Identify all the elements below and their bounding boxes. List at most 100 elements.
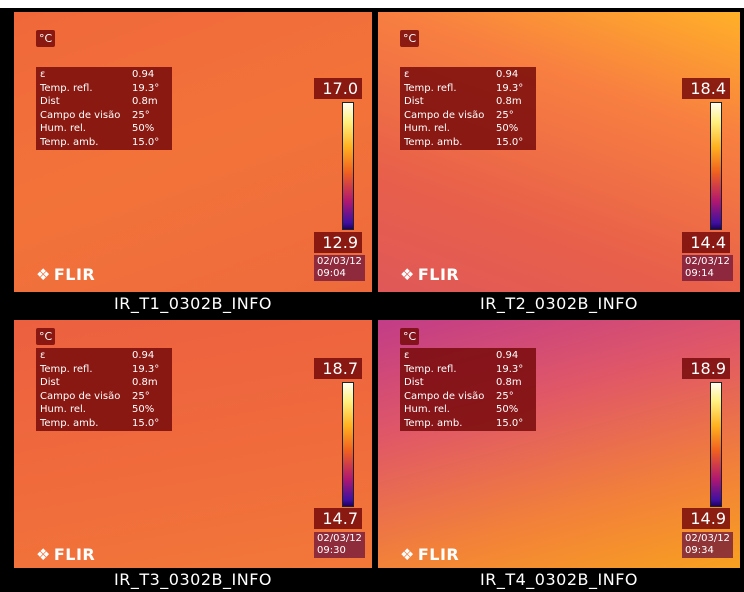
parameter-label: Temp. amb. bbox=[40, 136, 132, 150]
image-caption: IR_T2_0302B_INFO bbox=[378, 292, 740, 316]
flir-logo: ❖FLIR bbox=[400, 265, 459, 284]
parameter-value: 0.94 bbox=[132, 349, 154, 363]
parameter-label: Dist bbox=[404, 95, 496, 109]
parameter-value: 19.3° bbox=[132, 363, 159, 377]
image-caption: IR_T3_0302B_INFO bbox=[14, 568, 372, 592]
logo-text: FLIR bbox=[54, 545, 95, 564]
parameter-row: Temp. refl.19.3° bbox=[404, 82, 532, 96]
parameter-label: Dist bbox=[404, 376, 496, 390]
flir-logo: ❖FLIR bbox=[36, 265, 95, 284]
scale-min: 14.7 bbox=[314, 508, 362, 529]
flir-logo: ❖FLIR bbox=[36, 545, 95, 564]
parameter-value: 15.0° bbox=[132, 417, 159, 431]
parameter-label: ε bbox=[40, 349, 132, 363]
logo-text: FLIR bbox=[54, 265, 95, 284]
scale-max: 18.9 bbox=[682, 358, 730, 379]
parameter-value: 50% bbox=[132, 122, 154, 136]
parameter-row: Temp. refl.19.3° bbox=[40, 82, 168, 96]
parameter-value: 0.94 bbox=[132, 68, 154, 82]
parameter-row: Temp. amb.15.0° bbox=[404, 417, 532, 431]
parameter-value: 25° bbox=[496, 390, 514, 404]
image-caption: IR_T4_0302B_INFO bbox=[378, 568, 740, 592]
parameter-value: 25° bbox=[496, 109, 514, 123]
parameter-label: Temp. amb. bbox=[40, 417, 132, 431]
logo-icon: ❖ bbox=[36, 265, 51, 284]
parameter-value: 25° bbox=[132, 109, 150, 123]
parameter-value: 0.8m bbox=[496, 95, 522, 109]
parameter-value: 50% bbox=[496, 122, 518, 136]
parameter-value: 50% bbox=[132, 403, 154, 417]
parameter-value: 50% bbox=[496, 403, 518, 417]
unit-label: °C bbox=[400, 328, 419, 345]
scale-min: 14.9 bbox=[682, 508, 730, 529]
parameter-label: Temp. amb. bbox=[404, 417, 496, 431]
time: 09:34 bbox=[685, 545, 730, 557]
parameter-row: Temp. amb.15.0° bbox=[404, 136, 532, 150]
parameter-label: Hum. rel. bbox=[40, 122, 132, 136]
date: 02/03/12 bbox=[317, 256, 362, 268]
color-scale-bar bbox=[342, 102, 354, 230]
date: 02/03/12 bbox=[685, 256, 730, 268]
parameter-row: Hum. rel.50% bbox=[40, 403, 168, 417]
date: 02/03/12 bbox=[317, 533, 362, 545]
logo-icon: ❖ bbox=[400, 265, 415, 284]
parameter-label: Hum. rel. bbox=[404, 122, 496, 136]
parameter-value: 15.0° bbox=[496, 136, 523, 150]
unit-label: °C bbox=[36, 30, 55, 47]
parameter-label: Campo de visão bbox=[404, 109, 496, 123]
parameter-label: ε bbox=[404, 68, 496, 82]
parameter-label: Campo de visão bbox=[404, 390, 496, 404]
time: 09:04 bbox=[317, 268, 362, 280]
image-caption: IR_T1_0302B_INFO bbox=[14, 292, 372, 316]
parameter-label: Hum. rel. bbox=[404, 403, 496, 417]
parameter-value: 15.0° bbox=[496, 417, 523, 431]
parameter-row: Temp. amb.15.0° bbox=[40, 417, 168, 431]
parameter-label: ε bbox=[404, 349, 496, 363]
parameter-value: 19.3° bbox=[496, 82, 523, 96]
parameter-value: 0.8m bbox=[496, 376, 522, 390]
parameter-row: Temp. amb.15.0° bbox=[40, 136, 168, 150]
color-scale-bar bbox=[710, 102, 722, 230]
color-scale-bar bbox=[710, 382, 722, 507]
logo-text: FLIR bbox=[418, 265, 459, 284]
parameter-value: 15.0° bbox=[132, 136, 159, 150]
parameter-value: 0.94 bbox=[496, 68, 518, 82]
parameter-label: Hum. rel. bbox=[40, 403, 132, 417]
scale-max: 18.7 bbox=[314, 358, 362, 379]
parameter-label: Temp. amb. bbox=[404, 136, 496, 150]
parameter-row: Hum. rel.50% bbox=[404, 122, 532, 136]
parameter-label: Temp. refl. bbox=[40, 82, 132, 96]
parameter-row: Hum. rel.50% bbox=[40, 122, 168, 136]
parameter-label: Campo de visão bbox=[40, 109, 132, 123]
parameter-label: Dist bbox=[40, 95, 132, 109]
scale-max: 18.4 bbox=[682, 78, 730, 99]
flir-logo: ❖FLIR bbox=[400, 545, 459, 564]
scale-min: 12.9 bbox=[314, 232, 362, 253]
time: 09:14 bbox=[685, 268, 730, 280]
parameter-row: Temp. refl.19.3° bbox=[40, 363, 168, 377]
parameter-row: Hum. rel.50% bbox=[404, 403, 532, 417]
parameter-label: Temp. refl. bbox=[40, 363, 132, 377]
parameter-value: 0.8m bbox=[132, 376, 158, 390]
